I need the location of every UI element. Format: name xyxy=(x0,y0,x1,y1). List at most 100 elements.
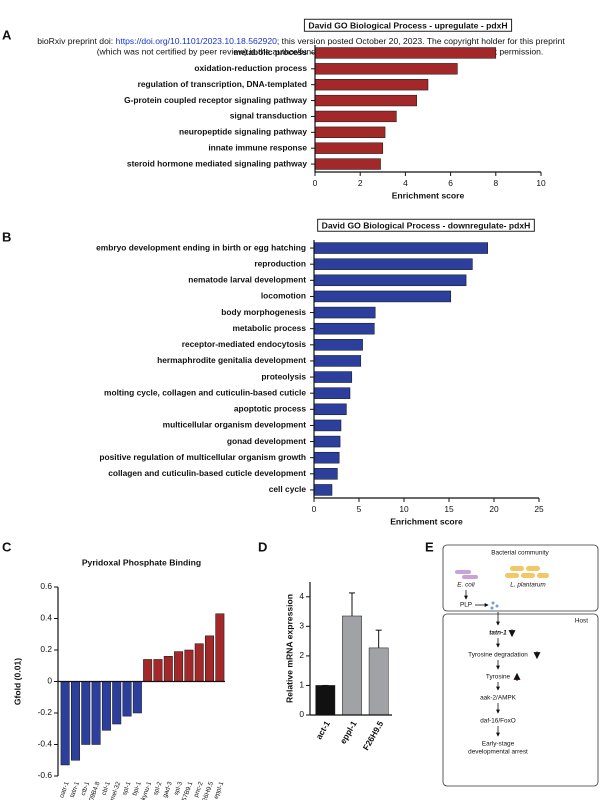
bar xyxy=(313,451,340,464)
box xyxy=(442,613,599,787)
bacteria-icon xyxy=(455,566,549,579)
y-axis-label: Gfold (0.01) xyxy=(12,658,22,705)
x-tick-label: eppl-1 xyxy=(338,719,359,746)
category-label: innate immune response xyxy=(208,142,307,152)
bar xyxy=(314,158,381,170)
bar xyxy=(314,94,417,107)
bar xyxy=(314,79,429,91)
doi-prefix: bioRxiv preprint doi: xyxy=(37,36,115,46)
box xyxy=(442,544,599,612)
chart-title: David GO Biological Process - downregula… xyxy=(322,220,531,230)
bar xyxy=(313,274,467,287)
category-label: nematode larval development xyxy=(188,275,306,285)
doi-link[interactable]: https://doi.org/10.1101/2023.10.18.56292… xyxy=(116,36,278,46)
bar xyxy=(313,355,362,367)
y-tick-label: 0 xyxy=(47,676,52,686)
category-label: positive regulation of multicellular org… xyxy=(99,452,306,462)
label: Early-stage xyxy=(482,741,515,748)
x-tick-label: spl-2 xyxy=(152,780,163,796)
category-label: neuropeptide signaling pathway xyxy=(179,127,307,137)
x-tick-label: 25 xyxy=(534,504,544,514)
bar xyxy=(314,142,384,154)
x-tick-label: 10 xyxy=(536,178,546,188)
label: tatn-1 xyxy=(489,630,507,637)
x-tick-label: spl-3 xyxy=(173,780,184,796)
y-tick-label: -0.2 xyxy=(38,707,53,717)
label: Host xyxy=(575,618,588,625)
x-tick-label: 6 xyxy=(448,178,453,188)
category-label: locomotion xyxy=(261,291,306,301)
x-tick-label: 0 xyxy=(312,504,317,514)
y-tick-label: 0.4 xyxy=(40,613,52,623)
bar xyxy=(313,258,473,270)
bar xyxy=(313,435,341,448)
bar xyxy=(313,387,351,399)
category-label: metabolic process xyxy=(232,323,306,333)
label: L. plantarum xyxy=(510,582,546,589)
bar xyxy=(315,685,336,716)
bar xyxy=(112,681,122,725)
x-tick-label: tatn-1 xyxy=(69,780,81,798)
bar xyxy=(163,656,173,682)
x-axis-label: Enrichment score xyxy=(390,516,463,526)
category-label: hermaphrodite genitalia development xyxy=(157,355,306,365)
category-label: multicellular organism development xyxy=(163,420,307,430)
label: daf-16/FoxO xyxy=(480,718,516,725)
panel-label: A xyxy=(2,27,12,42)
bar xyxy=(122,681,132,717)
charts: David GO Biological Process - upregulate… xyxy=(12,18,546,800)
bar xyxy=(153,659,163,682)
category-label: G-protein coupled receptor signaling pat… xyxy=(124,95,307,105)
category-label: metabolic process xyxy=(233,47,307,57)
x-tick-label: 15 xyxy=(444,504,454,514)
x-tick-label: 5 xyxy=(357,504,362,514)
category-label: cell cycle xyxy=(269,484,307,494)
x-tick-label: gad-3 xyxy=(162,780,174,798)
bar xyxy=(313,371,353,383)
label: E. coli xyxy=(457,582,475,589)
bar xyxy=(313,290,452,303)
label: aak-2/AMPK xyxy=(480,695,517,702)
category-label: molting cycle, collagen and cuticulin-ba… xyxy=(104,387,306,397)
y-axis-label: Relative mRNA expression xyxy=(284,594,294,703)
bar xyxy=(342,615,362,716)
panel-label: E xyxy=(425,539,434,554)
x-tick-label: bpi-1 xyxy=(131,780,143,796)
bar xyxy=(313,419,342,432)
preprint-line: bioRxiv preprint doi: https://doi.org/10… xyxy=(37,36,565,46)
y-tick-label: 0 xyxy=(299,709,304,719)
bar xyxy=(314,126,386,138)
category-label: apoptotic process xyxy=(234,404,306,414)
label: Tyrosine degradation xyxy=(468,652,528,659)
category-label: reproduction xyxy=(254,258,306,268)
title-box xyxy=(303,18,513,32)
bar xyxy=(313,403,347,416)
x-tick-label: act-1 xyxy=(314,719,333,741)
y-tick-label: -0.4 xyxy=(38,739,53,749)
category-label: gonad development xyxy=(227,436,306,446)
category-label: body morphogenesis xyxy=(221,307,306,317)
x-tick-label: cbl-1 xyxy=(101,780,112,796)
bar xyxy=(313,468,338,480)
category-label: receptor-mediated endocytosis xyxy=(182,339,307,349)
x-tick-label: F26H9.5 xyxy=(361,719,386,752)
category-label: embryo development ending in birth or eg… xyxy=(96,242,306,252)
y-tick-label: 0.2 xyxy=(40,644,52,654)
doi-suffix: ; this version posted October 20, 2023. … xyxy=(277,36,566,46)
bar xyxy=(194,643,204,682)
y-tick-label: 0.6 xyxy=(40,581,52,591)
bar xyxy=(91,681,101,745)
bar xyxy=(314,110,397,123)
bar xyxy=(215,613,225,682)
x-tick-label: 20 xyxy=(489,504,499,514)
category-label: regulation of transcription, DNA-templat… xyxy=(138,79,307,89)
category-label: proteolysis xyxy=(261,371,306,381)
bar xyxy=(314,47,497,59)
x-tick-label: spl-1 xyxy=(121,780,132,796)
bar xyxy=(132,681,142,714)
y-tick-label: 3 xyxy=(299,621,304,631)
plp-icon xyxy=(490,601,499,610)
x-tick-label: 8 xyxy=(493,178,498,188)
bar xyxy=(368,647,389,716)
x-axis-label: Enrichment score xyxy=(392,190,465,200)
